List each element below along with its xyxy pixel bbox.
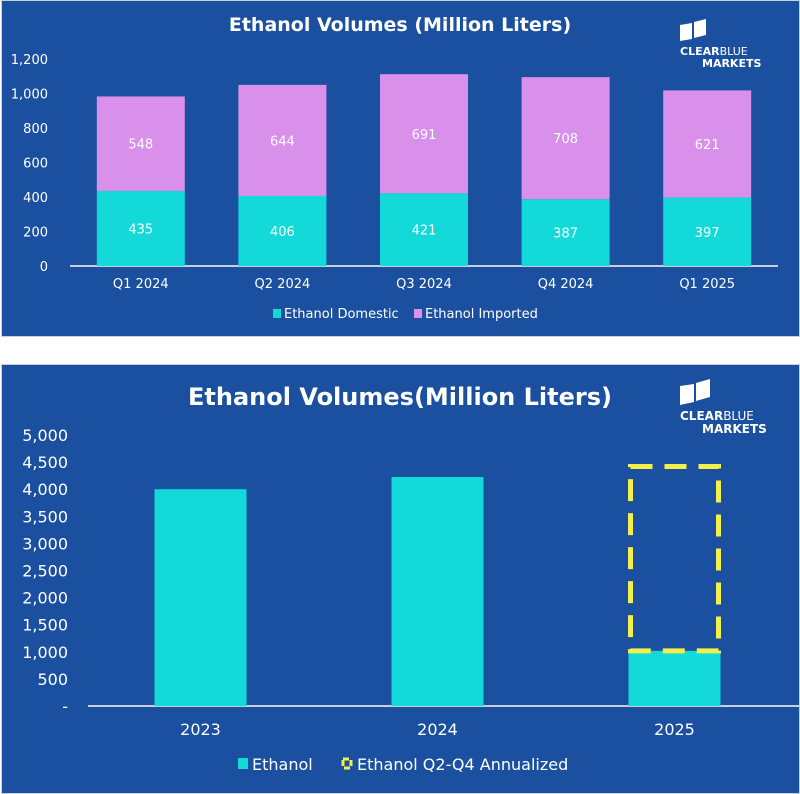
legend-swatch-ethanol (238, 758, 248, 769)
data-label: 691 (412, 128, 437, 143)
logo-flag-icon (680, 379, 710, 405)
y-tick-label: 1,500 (22, 616, 68, 635)
data-label: 708 (553, 132, 578, 147)
data-label: 406 (270, 225, 295, 240)
y-tick-label: 500 (37, 670, 68, 689)
y-tick-label: 2,500 (22, 562, 68, 581)
legend-swatch (273, 309, 281, 318)
y-tick-label: 5,000 (22, 426, 68, 445)
bar-ethanol (154, 489, 247, 706)
data-label: 421 (412, 224, 437, 239)
bar-segment-domestic (96, 190, 185, 266)
x-tick-label: 2023 (180, 720, 221, 739)
legend-swatch (414, 309, 422, 318)
y-tick-label: 400 (23, 191, 48, 206)
y-tick-label: 2,000 (22, 589, 68, 608)
bar-ethanol (628, 650, 721, 706)
y-tick-label: 0 (40, 260, 48, 275)
y-tick-label: 1,200 (11, 53, 48, 68)
y-tick-label: 600 (23, 157, 48, 172)
x-tick-label: 2025 (654, 720, 695, 739)
y-tick-label: 800 (23, 122, 48, 137)
x-tick-label: Q4 2024 (538, 277, 594, 292)
bar-ethanol (391, 477, 484, 706)
y-tick-label: 4,500 (22, 453, 68, 472)
bar-segment-imported (380, 74, 468, 194)
bar-segment-domestic (380, 193, 468, 266)
annual-chart: Ethanol Volumes(Million Liters) - 500 1,000… (22, 383, 799, 774)
data-label: 435 (128, 222, 153, 237)
data-label: 548 (128, 138, 153, 153)
x-tick-label: Q3 2024 (396, 277, 452, 292)
bar-segment-domestic (521, 199, 610, 266)
data-label: 644 (270, 134, 295, 149)
legend-swatch-annualized (341, 757, 353, 770)
logo-flag-icon (680, 19, 706, 41)
legend-label: Ethanol Domestic (284, 307, 399, 322)
bar-segment-imported (96, 96, 185, 191)
legend-label: Ethanol (252, 755, 313, 774)
chart-panel-annual: Ethanol Volumes(Million Liters) - 500 1,000… (1, 364, 800, 794)
chart-panel-quarterly: Ethanol Volumes (Million Liters) 0 200 400 6… (1, 0, 800, 337)
x-tick-label: Q1 2024 (113, 277, 169, 292)
bar-segment-domestic (238, 195, 327, 266)
data-label: 621 (695, 138, 720, 153)
data-label: 387 (553, 227, 578, 242)
y-tick-label: 3,000 (22, 534, 68, 553)
y-tick-label: 3,500 (22, 507, 68, 526)
bar-segment-imported (238, 84, 327, 196)
y-tick-label: - (62, 697, 68, 716)
bar-annualized-dashed (628, 464, 721, 654)
y-tick-label: 1,000 (11, 88, 48, 103)
legend-label: Ethanol Q2-Q4 Annualized (357, 755, 568, 774)
x-tick-label: 2024 (417, 720, 458, 739)
x-tick-label: Q1 2025 (679, 277, 735, 292)
bar-segment-imported (663, 90, 752, 198)
bar-segment-imported (521, 77, 610, 200)
clearblue-logo: CLEARBLUE MARKETS (680, 19, 761, 69)
quarterly-chart: Ethanol Volumes (Million Liters) 0 200 400 6… (11, 14, 778, 322)
data-label: 397 (695, 226, 720, 241)
chart-title: Ethanol Volumes(Million Liters) (188, 383, 612, 411)
x-tick-label: Q2 2024 (255, 277, 311, 292)
chart-title: Ethanol Volumes (Million Liters) (229, 14, 571, 36)
legend-label: Ethanol Imported (425, 307, 538, 322)
y-tick-label: 4,000 (22, 480, 68, 499)
y-tick-label: 200 (23, 226, 48, 241)
y-tick-label: 1,000 (22, 643, 68, 662)
bar-segment-domestic (663, 197, 752, 266)
clearblue-logo: CLEARBLUE MARKETS (680, 379, 767, 435)
